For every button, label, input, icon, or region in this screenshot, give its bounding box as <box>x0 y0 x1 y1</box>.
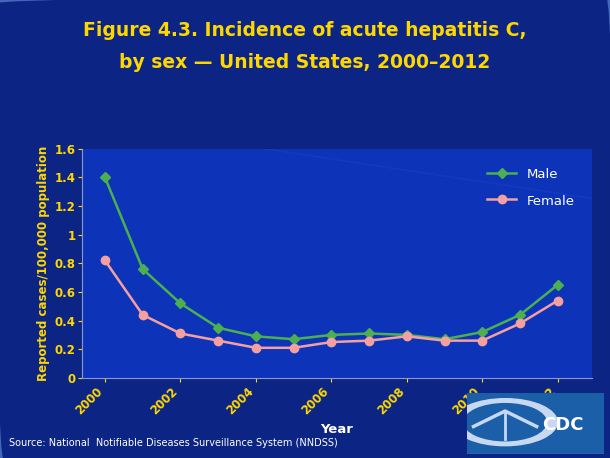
Male <box>516 312 523 318</box>
Text: Figure 4.3. Incidence of acute hepatitis C,: Figure 4.3. Incidence of acute hepatitis… <box>83 21 527 39</box>
Line: Female: Female <box>101 256 562 352</box>
Female <box>403 333 411 339</box>
Male <box>290 337 297 342</box>
Text: by sex — United States, 2000–2012: by sex — United States, 2000–2012 <box>120 53 490 71</box>
Legend: Male, Female: Male, Female <box>482 162 580 213</box>
Female <box>328 339 335 345</box>
Female <box>101 258 109 263</box>
Male <box>177 301 184 306</box>
Male <box>139 267 146 272</box>
Male <box>403 332 411 338</box>
Male <box>215 325 222 331</box>
Circle shape <box>453 398 558 446</box>
Female <box>177 331 184 336</box>
Female <box>215 338 222 344</box>
Line: Male: Male <box>101 174 561 343</box>
Male <box>101 174 109 180</box>
Y-axis label: Reported cases/100,000 population: Reported cases/100,000 population <box>37 146 50 381</box>
Female <box>365 338 373 344</box>
FancyBboxPatch shape <box>462 392 608 455</box>
Female <box>554 298 561 303</box>
Female <box>139 312 146 318</box>
Female <box>479 338 486 344</box>
Text: CDC: CDC <box>542 416 584 434</box>
Male <box>441 337 448 342</box>
Female <box>290 345 297 350</box>
Male <box>365 331 373 336</box>
Female <box>441 338 448 344</box>
Circle shape <box>464 403 547 441</box>
Male <box>253 333 260 339</box>
Female <box>516 321 523 326</box>
X-axis label: Year: Year <box>321 423 353 436</box>
Male <box>328 332 335 338</box>
Text: Source: National  Notifiable Diseases Surveillance System (NNDSS): Source: National Notifiable Diseases Sur… <box>9 438 338 448</box>
Female <box>253 345 260 350</box>
Male <box>479 329 486 335</box>
Male <box>554 282 561 288</box>
